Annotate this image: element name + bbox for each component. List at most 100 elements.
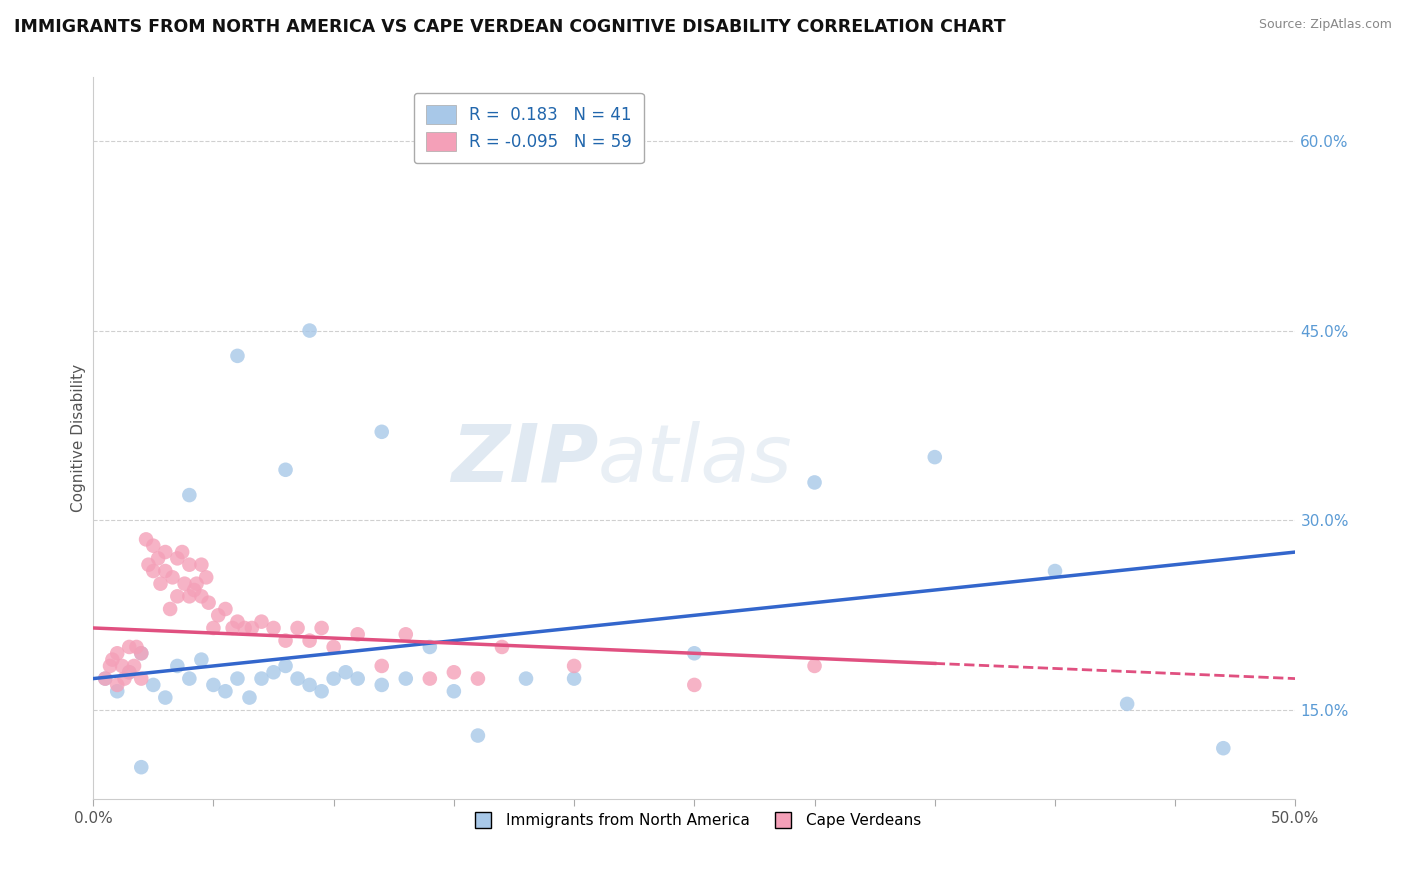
Point <box>226 672 249 686</box>
Point <box>118 665 141 680</box>
Point <box>142 564 165 578</box>
Point <box>202 621 225 635</box>
Point <box>138 558 160 572</box>
Point <box>335 665 357 680</box>
Point <box>683 646 706 660</box>
Point <box>179 558 201 572</box>
Point <box>287 621 309 635</box>
Point <box>142 678 165 692</box>
Point <box>491 640 513 654</box>
Point <box>226 349 249 363</box>
Point <box>1116 697 1139 711</box>
Point <box>443 684 465 698</box>
Point <box>322 640 344 654</box>
Point <box>311 621 333 635</box>
Point <box>419 672 441 686</box>
Point <box>172 545 194 559</box>
Point <box>122 659 145 673</box>
Point <box>346 627 368 641</box>
Point <box>240 621 263 635</box>
Point <box>274 659 297 673</box>
Text: ZIP: ZIP <box>451 421 598 499</box>
Point <box>142 539 165 553</box>
Text: IMMIGRANTS FROM NORTH AMERICA VS CAPE VERDEAN COGNITIVE DISABILITY CORRELATION C: IMMIGRANTS FROM NORTH AMERICA VS CAPE VE… <box>14 18 1005 36</box>
Point <box>683 678 706 692</box>
Point <box>166 659 188 673</box>
Point <box>214 602 236 616</box>
Point <box>263 621 285 635</box>
Point <box>105 646 128 660</box>
Point <box>371 425 394 439</box>
Point <box>94 672 117 686</box>
Point <box>214 684 236 698</box>
Point <box>179 672 201 686</box>
Point <box>155 690 177 705</box>
Point <box>803 475 825 490</box>
Point <box>186 576 208 591</box>
Point <box>149 576 172 591</box>
Point <box>322 672 344 686</box>
Point <box>195 570 218 584</box>
Point <box>298 324 321 338</box>
Point <box>371 659 394 673</box>
Point <box>202 678 225 692</box>
Point <box>111 659 134 673</box>
Point <box>287 672 309 686</box>
Point <box>94 672 117 686</box>
Point <box>274 463 297 477</box>
Point <box>179 488 201 502</box>
Point <box>129 646 152 660</box>
Point <box>371 678 394 692</box>
Point <box>173 576 195 591</box>
Point <box>346 672 368 686</box>
Point <box>221 621 243 635</box>
Point <box>467 672 489 686</box>
Point <box>395 627 418 641</box>
Y-axis label: Cognitive Disability: Cognitive Disability <box>72 364 86 512</box>
Point <box>105 678 128 692</box>
Point <box>467 729 489 743</box>
Point <box>98 659 121 673</box>
Point <box>159 602 181 616</box>
Point <box>515 672 537 686</box>
Point <box>250 672 273 686</box>
Point <box>155 564 177 578</box>
Point <box>135 533 157 547</box>
Point <box>562 659 585 673</box>
Point <box>1043 564 1066 578</box>
Point <box>395 672 418 686</box>
Point <box>274 633 297 648</box>
Point <box>114 672 136 686</box>
Point <box>118 665 141 680</box>
Point <box>263 665 285 680</box>
Point <box>125 640 148 654</box>
Point <box>190 558 212 572</box>
Text: atlas: atlas <box>598 421 793 499</box>
Point <box>233 621 256 635</box>
Point <box>146 551 169 566</box>
Point <box>162 570 184 584</box>
Point <box>443 665 465 680</box>
Point <box>562 672 585 686</box>
Point <box>1212 741 1234 756</box>
Point <box>238 690 260 705</box>
Point <box>197 596 219 610</box>
Point <box>298 678 321 692</box>
Point <box>298 633 321 648</box>
Point <box>129 646 152 660</box>
Point <box>311 684 333 698</box>
Point <box>118 640 141 654</box>
Point <box>190 590 212 604</box>
Point <box>803 659 825 673</box>
Point <box>105 684 128 698</box>
Point <box>101 652 124 666</box>
Point <box>179 590 201 604</box>
Text: Source: ZipAtlas.com: Source: ZipAtlas.com <box>1258 18 1392 31</box>
Point <box>924 450 946 464</box>
Legend: Immigrants from North America, Cape Verdeans: Immigrants from North America, Cape Verd… <box>461 807 928 835</box>
Point <box>166 590 188 604</box>
Point <box>166 551 188 566</box>
Point <box>129 672 152 686</box>
Point <box>190 652 212 666</box>
Point <box>250 615 273 629</box>
